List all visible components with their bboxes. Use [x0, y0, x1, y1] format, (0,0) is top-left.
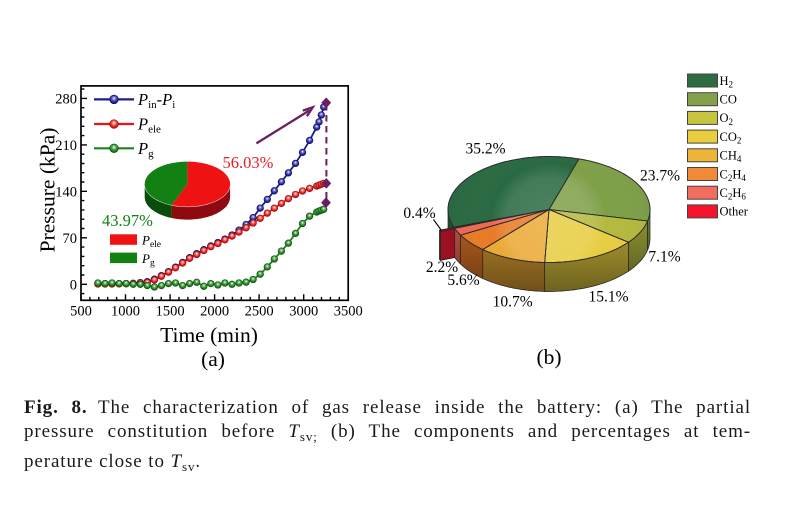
svg-text:23.7%: 23.7%	[640, 168, 680, 185]
svg-text:0: 0	[70, 277, 77, 293]
svg-text:1000: 1000	[111, 304, 140, 320]
svg-text:56.03%: 56.03%	[223, 153, 274, 172]
svg-text:CH4: CH4	[720, 149, 742, 165]
svg-text:(a): (a)	[201, 347, 225, 371]
svg-text:2500: 2500	[245, 304, 274, 320]
svg-text:280: 280	[55, 91, 77, 107]
svg-text:1500: 1500	[156, 304, 185, 320]
svg-text:Pin-Pi: Pin-Pi	[137, 90, 175, 111]
svg-text:Pg: Pg	[137, 139, 154, 160]
svg-text:2000: 2000	[200, 304, 229, 320]
svg-text:Pressure (kPa): Pressure (kPa)	[36, 128, 60, 253]
svg-text:C2H6: C2H6	[720, 186, 747, 202]
svg-text:Pg: Pg	[141, 251, 155, 269]
svg-text:15.1%: 15.1%	[588, 289, 628, 306]
svg-text:CO2: CO2	[720, 130, 742, 146]
svg-text:5.6%: 5.6%	[447, 272, 479, 289]
svg-text:43.97%: 43.97%	[102, 211, 153, 230]
svg-text:0.4%: 0.4%	[403, 205, 435, 222]
svg-text:35.2%: 35.2%	[465, 141, 505, 158]
svg-text:Pele: Pele	[141, 233, 161, 251]
svg-text:(b): (b)	[536, 345, 561, 369]
svg-text:210: 210	[55, 138, 77, 154]
svg-text:500: 500	[70, 304, 92, 320]
svg-text:O2: O2	[720, 111, 734, 127]
svg-text:2.2%: 2.2%	[426, 259, 458, 276]
svg-text:10.7%: 10.7%	[493, 294, 533, 311]
svg-text:3000: 3000	[289, 304, 318, 320]
svg-text:140: 140	[55, 184, 77, 200]
svg-text:7.1%: 7.1%	[648, 249, 680, 266]
svg-text:70: 70	[63, 231, 78, 247]
svg-text:3500: 3500	[334, 304, 363, 320]
svg-text:Other: Other	[720, 205, 749, 219]
svg-text:CO: CO	[720, 93, 737, 107]
svg-text:H2: H2	[720, 74, 734, 90]
svg-text:Time (min): Time (min)	[160, 323, 258, 347]
svg-text:Pele: Pele	[137, 115, 161, 136]
svg-text:C2H4: C2H4	[720, 167, 747, 183]
